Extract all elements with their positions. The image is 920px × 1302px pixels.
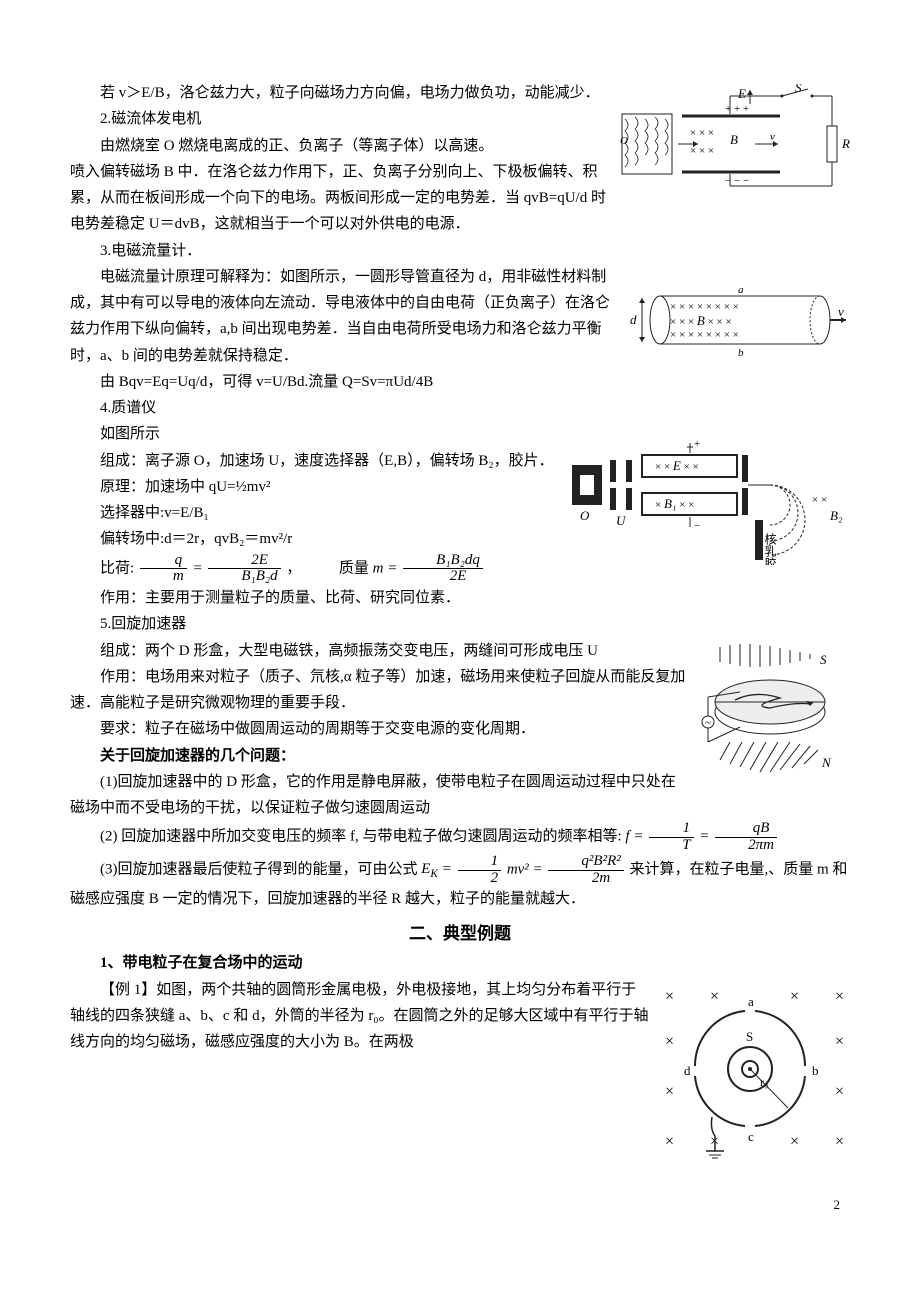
svg-text:× × × × × × × ×: × × × × × × × × — [670, 329, 739, 341]
svg-text:× × ×: × × × — [690, 127, 714, 139]
fraction-qb-over-2pim: qB2πm — [713, 821, 779, 854]
section-3-p2: 由 Bqv=Eq=Uq/d，可得 v=U/Bd.流量 Q=Sv=πUd/4B — [70, 369, 850, 395]
svg-text:S: S — [820, 652, 827, 667]
section-4-p7: 作用：主要用于测量粒子的质量、比荷、研究同位素． — [70, 585, 850, 611]
svg-text:×: × — [665, 1033, 674, 1050]
svg-text:×: × — [665, 1133, 674, 1150]
equals-sign-2: = — [699, 829, 713, 845]
fraction-qbr: q²B²R²2m — [546, 854, 625, 887]
section-2-heading: 二、典型例题 — [70, 919, 850, 949]
svg-text:×: × — [790, 1133, 799, 1150]
svg-text:b: b — [738, 347, 744, 359]
example-heading: 1、带电粒子在复合场中的运动 — [70, 950, 850, 976]
svg-text:×: × — [835, 1033, 844, 1050]
fraction-half: 12 — [456, 854, 504, 887]
svg-text:×: × — [790, 988, 799, 1005]
svg-text:×: × — [835, 1083, 844, 1100]
svg-text:×: × — [710, 988, 719, 1005]
figure-mass-spectrometer: O U × × E × × × B₁ × × + − × × B₂ 核乳胶片 — [570, 425, 850, 574]
svg-text:d: d — [630, 312, 637, 327]
figure-cyclotron: S N ~ — [700, 642, 850, 801]
svg-text:+ + +: + + + — [725, 103, 749, 115]
fraction-2e-over-bbd: 2EB₁B₂d — [206, 553, 282, 586]
svg-text:r₀: r₀ — [760, 1075, 768, 1089]
svg-text:O: O — [580, 508, 590, 523]
svg-text:B: B — [730, 132, 738, 147]
mass-lhs: m = — [373, 560, 401, 576]
section-5-q2: (2) 回旋加速器中所加交变电压的频率 f, 与带电粒子做匀速圆周运动的频率相等… — [70, 821, 850, 854]
svg-text:× × ×: × × × — [690, 145, 714, 157]
svg-text:~: ~ — [705, 717, 711, 729]
section-5-title: 5.回旋加速器 — [70, 611, 850, 637]
svg-text:×: × — [665, 1083, 674, 1100]
svg-text:c: c — [748, 1129, 754, 1144]
svg-text:d: d — [684, 1063, 691, 1078]
svg-text:a: a — [748, 994, 754, 1009]
section-5-q3: (3)回旋加速器最后使粒子得到的能量，可由公式 EK = 12 mv² = q²… — [70, 854, 850, 913]
svg-text:× B₁ × ×: × B₁ × × — [655, 496, 694, 511]
svg-text:S: S — [795, 84, 802, 95]
freq-lhs: f = — [625, 829, 647, 845]
svg-text:U: U — [616, 513, 627, 528]
section-4-title: 4.质谱仪 — [70, 395, 850, 421]
page-number: 2 — [70, 1194, 850, 1217]
mass-label: ， 质量 — [286, 560, 372, 576]
svg-text:B₂: B₂ — [830, 508, 843, 523]
ek-symbol: EK = — [421, 861, 455, 877]
ratio-label: 比荷: — [100, 560, 134, 576]
svg-text:核乳胶片: 核乳胶片 — [763, 533, 777, 565]
svg-text:R: R — [841, 136, 850, 151]
svg-text:S: S — [746, 1029, 753, 1044]
svg-text:v: v — [770, 131, 775, 143]
svg-text:−: − — [694, 520, 700, 532]
q3-text-a: (3)回旋加速器最后使粒子得到的能量，可由公式 — [100, 861, 421, 877]
svg-text:× × E × ×: × × E × × — [655, 458, 699, 473]
svg-text:× × × × × × × ×: × × × × × × × × — [670, 301, 739, 313]
q2-text: (2) 回旋加速器中所加交变电压的频率 f, 与带电粒子做匀速圆周运动的频率相等… — [100, 829, 625, 845]
svg-text:v: v — [838, 304, 844, 319]
svg-text:a: a — [738, 284, 744, 296]
svg-text:×: × — [665, 988, 674, 1005]
svg-text:O: O — [620, 135, 628, 147]
svg-text:− − −: − − − — [725, 175, 749, 187]
svg-text:×: × — [835, 988, 844, 1005]
mv2: mv² = — [507, 861, 547, 877]
figure-coaxial-cylinders: ×××× ×× ×× ×××× a b c d S r₀ — [660, 981, 850, 1170]
svg-text:×: × — [835, 1133, 844, 1150]
svg-text:× × × B × × ×: × × × B × × × — [670, 313, 732, 328]
svg-text:+: + — [694, 438, 700, 450]
svg-text:b: b — [812, 1063, 819, 1078]
section-3-title: 3.电磁流量计． — [70, 238, 850, 264]
svg-text:× ×: × × — [812, 494, 827, 506]
svg-text:E: E — [737, 86, 746, 101]
fraction-1-over-t: 1T — [647, 821, 695, 854]
svg-text:N: N — [821, 755, 832, 770]
fraction-mass: B₁B₂dq2E — [401, 553, 485, 586]
figure-mhd-generator: O + + + − − − E × × × × × × B v S R — [620, 84, 850, 203]
figure-flowmeter: d a b × × × × × × × × × × × B × × × × × … — [630, 280, 850, 369]
equals-sign: = — [193, 560, 207, 576]
fraction-q-over-m: qm — [138, 553, 189, 586]
